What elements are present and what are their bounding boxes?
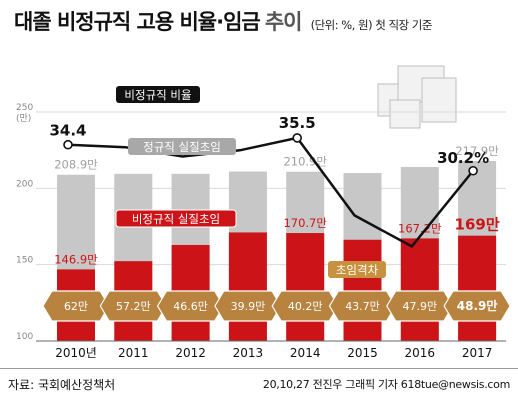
gap-legend-label: 초임격차: [336, 263, 379, 277]
nonregular-value-label: 170.7만: [283, 216, 327, 230]
gap-value-label: 48.9만: [457, 298, 498, 313]
y-tick-label: 100: [16, 332, 33, 342]
nonregular-value-label: 167.2만: [398, 221, 442, 235]
x-tick-label: 2017: [462, 346, 493, 360]
nonregular-legend-label: 비정규직 실질초임: [132, 212, 220, 226]
gap-value-label: 43.7만: [345, 300, 380, 313]
regular-value-label: 210.9만: [283, 155, 327, 169]
regular-legend-label: 정규직 실질초임: [143, 140, 221, 154]
gap-arrow: [443, 290, 511, 322]
gap-value-label: 39.9만: [231, 300, 266, 313]
ratio-point: [63, 139, 73, 150]
ratio-value-label: 34.4: [49, 122, 86, 140]
y-tick-unit: (만): [16, 113, 31, 124]
ratio-legend-label: 비정규직 비율: [124, 88, 191, 102]
ratio-point: [468, 165, 478, 176]
ratio-legend-label-box: [116, 86, 200, 103]
credit-note: 20,10,27 전진우 그래픽 기자 618tue@newsis.com: [262, 378, 510, 391]
bar-nonregular: [343, 239, 382, 341]
box-illustration: [389, 99, 421, 129]
bar-nonregular: [228, 232, 267, 341]
x-tick-label: 2016: [405, 346, 436, 360]
y-tick-label: 250: [16, 103, 33, 113]
regular-value-label: 217.9만: [455, 144, 499, 158]
gap-value-label: 57.2만: [116, 300, 151, 313]
box-illustration: [421, 77, 457, 123]
nonregular-value-label: 169만: [455, 216, 500, 234]
regular-legend-label-box: [128, 138, 236, 155]
chart-title: 대졸 비정규직 고용 비율·임금 추이 (단위: %, 원) 첫 직장 기준: [14, 6, 432, 36]
source-note: 자료: 국회예산정책처: [8, 378, 116, 392]
y-tick-label: 150: [16, 256, 33, 266]
x-tick-label: 2014: [290, 346, 321, 360]
nonregular-value-label: 146.9만: [54, 252, 98, 266]
bar-nonregular: [286, 233, 325, 341]
regular-value-label: 208.9만: [54, 158, 98, 172]
gap-value-label: 46.6만: [173, 300, 208, 313]
gap-value-label: 62만: [64, 300, 88, 313]
gap-value-label: 40.2만: [288, 300, 323, 313]
y-tick-label: 200: [16, 179, 33, 189]
footer-divider: [0, 368, 518, 369]
title-main: 대졸 비정규직 고용 비율·임금: [14, 10, 261, 34]
gap-legend-label-box: [328, 261, 386, 278]
unit-note: (단위: %, 원) 첫 직장 기준: [310, 18, 433, 32]
gap-value-label: 47.9만: [402, 300, 437, 313]
x-tick-label: 2010년: [55, 346, 97, 360]
x-tick-label: 2011: [118, 346, 149, 360]
x-tick-label: 2015: [347, 346, 378, 360]
ratio-point: [292, 133, 303, 143]
ratio-value-label: 35.5: [279, 114, 316, 132]
ratio-value-label: 30.2%: [437, 149, 489, 167]
bar-nonregular: [458, 235, 497, 341]
x-tick-label: 2012: [175, 346, 206, 360]
title-suffix: 추이: [264, 10, 303, 34]
nonregular-legend-label-box: [115, 209, 237, 228]
bar-nonregular: [400, 238, 439, 341]
x-tick-label: 2013: [233, 346, 264, 360]
